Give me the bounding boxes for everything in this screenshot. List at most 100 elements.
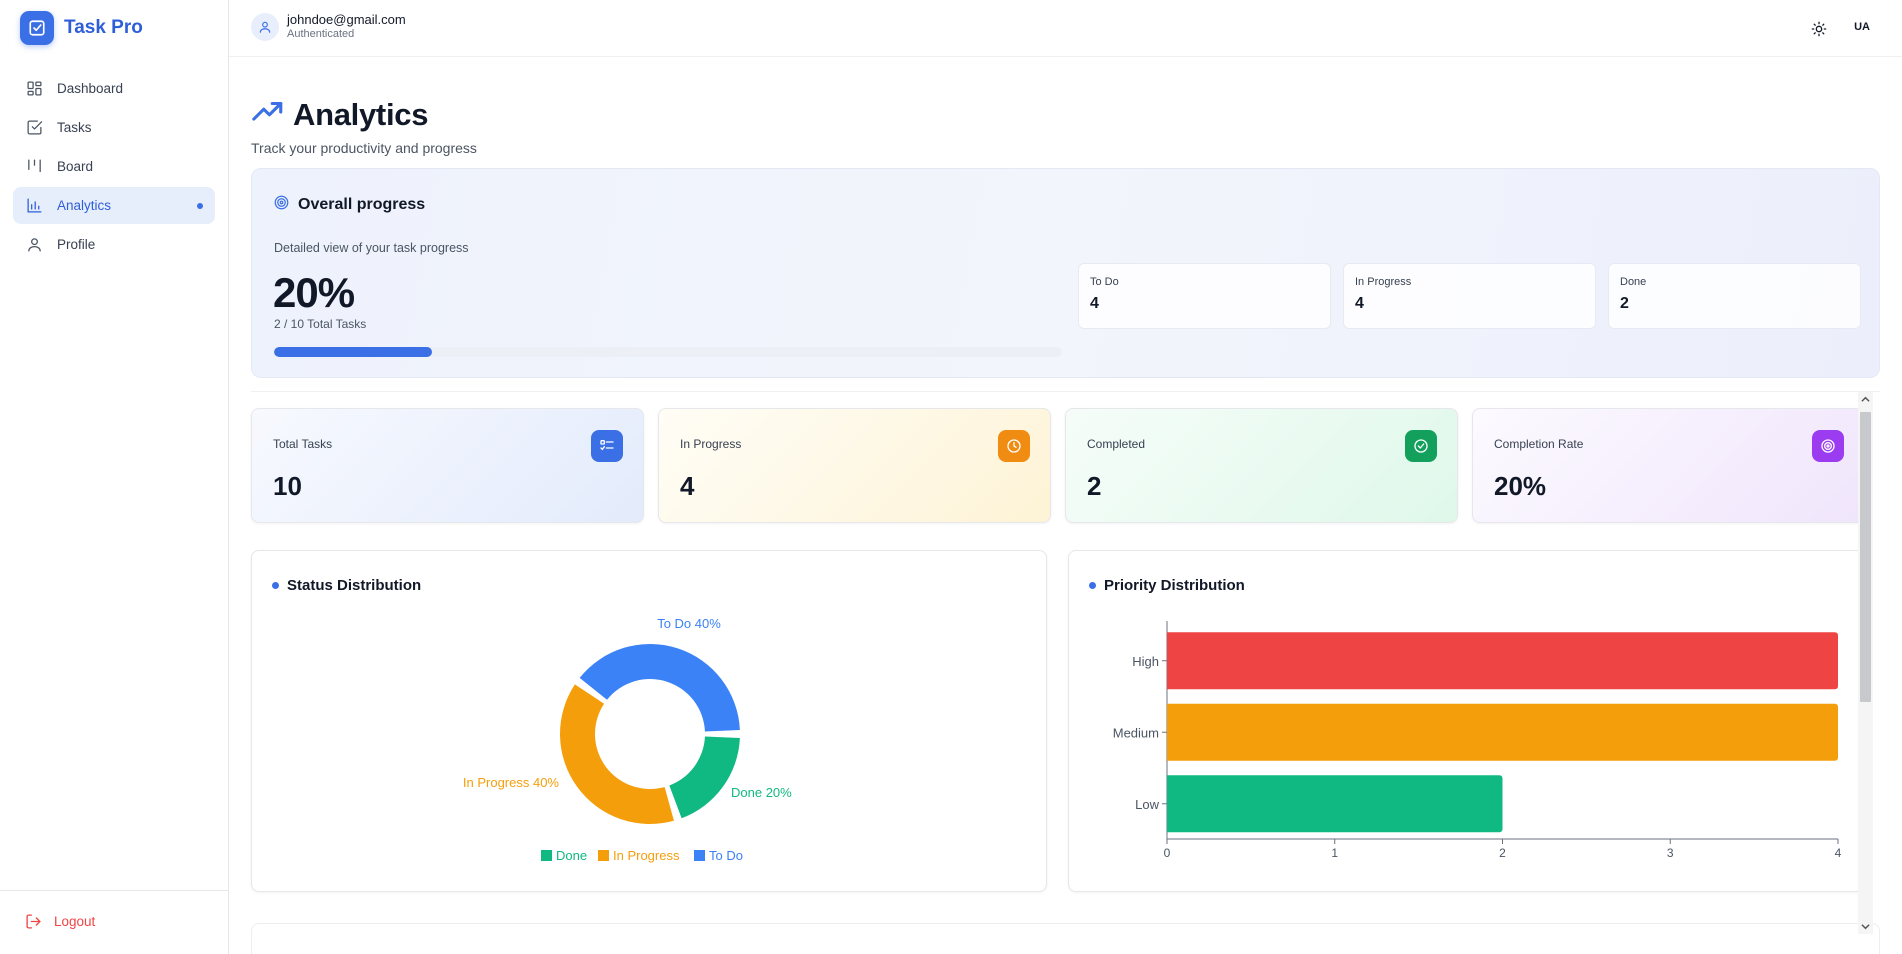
logout-label: Logout — [54, 914, 96, 929]
main-content: Analytics Track your productivity and pr… — [229, 57, 1902, 954]
stat-label: To Do — [1090, 276, 1119, 288]
progress-bar-fill — [274, 347, 432, 357]
title-dot — [272, 582, 279, 589]
stat-todo: To Do 4 — [1078, 263, 1331, 329]
user-email: johndoe@gmail.com — [287, 12, 406, 28]
donut-slice-done[interactable] — [669, 736, 740, 819]
status-donut-chart: Done 20% In Progress 40% To Do 40% Done In P… — [463, 616, 792, 863]
list-icon — [591, 430, 623, 462]
sidebar: Task Pro Dashboard Tasks Board Analytics — [0, 0, 229, 954]
summary-cards: Total Tasks 10 In Progress 4 Completed 2… — [251, 408, 1865, 523]
slice-label: To Do 40% — [657, 616, 721, 631]
bar-medium[interactable] — [1167, 703, 1838, 761]
status-distribution-panel: Status Distribution Done 20% In Progress … — [251, 550, 1047, 892]
analytics-icon — [25, 197, 43, 215]
sun-icon — [1811, 21, 1827, 37]
donut-slice-to-do[interactable] — [579, 643, 740, 732]
stat-in-progress: In Progress 4 — [1343, 263, 1596, 329]
overall-progress-description: Detailed view of your task progress — [274, 241, 469, 255]
target-icon — [1812, 430, 1844, 462]
legend-label[interactable]: To Do — [709, 848, 743, 863]
sidebar-item-label: Profile — [57, 237, 96, 252]
title-dot — [1089, 582, 1096, 589]
panel-title: Status Distribution — [272, 577, 421, 594]
card-label: Completed — [1087, 437, 1146, 451]
clock-icon — [998, 430, 1030, 462]
page-subtitle: Track your productivity and progress — [251, 140, 477, 156]
legend-swatch — [694, 850, 705, 861]
x-tick-label: 4 — [1835, 846, 1842, 860]
legend-label[interactable]: Done — [556, 848, 587, 863]
slice-label: In Progress 40% — [463, 775, 560, 790]
card-label: Total Tasks — [273, 437, 333, 451]
stat-done: Done 2 — [1608, 263, 1861, 329]
y-tick-label: High — [1132, 654, 1159, 669]
x-tick-label: 0 — [1164, 846, 1171, 860]
legend-swatch — [598, 850, 609, 861]
scrollbar-thumb[interactable] — [1860, 412, 1871, 702]
check-circle-icon — [1405, 430, 1437, 462]
bar-high[interactable] — [1167, 632, 1838, 690]
card-label: Completion Rate — [1494, 437, 1584, 451]
donut-slice-in-progress[interactable] — [560, 684, 674, 824]
sidebar-item-dashboard[interactable]: Dashboard — [13, 70, 215, 107]
logout-button[interactable]: Logout — [25, 913, 95, 930]
target-icon — [274, 195, 289, 215]
overall-progress-subtitle: 2 / 10 Total Tasks — [274, 317, 367, 331]
legend-label[interactable]: In Progress — [613, 848, 680, 863]
user-status: Authenticated — [287, 28, 355, 41]
completion-rate-card: Completion Rate 20% — [1472, 408, 1865, 523]
user-icon — [251, 13, 279, 41]
sidebar-footer: Logout — [0, 890, 229, 954]
progress-bar — [274, 347, 1062, 357]
theme-toggle-button[interactable] — [1808, 18, 1830, 40]
sidebar-nav: Dashboard Tasks Board Analytics Profi — [13, 70, 215, 265]
profile-icon — [25, 236, 43, 254]
sidebar-item-profile[interactable]: Profile — [13, 226, 215, 263]
panel-title: Priority Distribution — [1089, 577, 1245, 594]
trending-up-icon — [251, 95, 285, 134]
x-tick-label: 1 — [1331, 846, 1338, 860]
priority-bar-chart: High Medium Low 0 1 2 3 4 — [1113, 621, 1842, 860]
scrollbar[interactable] — [1858, 392, 1873, 934]
sidebar-item-label: Tasks — [57, 120, 92, 135]
in-progress-card: In Progress 4 — [658, 408, 1051, 523]
next-section — [251, 923, 1880, 954]
completed-card: Completed 2 — [1065, 408, 1458, 523]
priority-distribution-panel: Priority Distribution High Medium Low 0 1 2 3 4 — [1068, 550, 1864, 892]
scroll-up-icon[interactable] — [1858, 392, 1873, 407]
language-switch[interactable]: UA — [1854, 21, 1870, 33]
y-tick-label: Medium — [1113, 725, 1159, 740]
sidebar-item-analytics[interactable]: Analytics — [13, 187, 215, 224]
page-header: Analytics Track your productivity and pr… — [251, 95, 477, 157]
card-label: In Progress — [680, 437, 742, 451]
y-tick-label: Low — [1135, 797, 1159, 812]
card-value: 10 — [273, 471, 302, 501]
card-value: 2 — [1087, 471, 1102, 501]
sidebar-item-label: Board — [57, 159, 94, 174]
app-name: Task Pro — [64, 17, 143, 38]
dashboard-icon — [25, 80, 43, 98]
logout-icon — [25, 913, 42, 930]
sidebar-item-board[interactable]: Board — [13, 148, 215, 185]
status-chart-title: Status Distribution — [287, 577, 422, 594]
check-square-icon — [20, 11, 54, 45]
total-tasks-card: Total Tasks 10 — [251, 408, 644, 523]
card-value: 4 — [680, 471, 695, 501]
scroll-down-icon[interactable] — [1858, 919, 1873, 934]
sidebar-item-label: Analytics — [57, 198, 112, 213]
priority-chart-title: Priority Distribution — [1104, 577, 1245, 594]
active-indicator — [197, 203, 203, 209]
brand[interactable]: Task Pro — [20, 11, 143, 45]
sidebar-item-tasks[interactable]: Tasks — [13, 109, 215, 146]
sidebar-item-label: Dashboard — [57, 81, 124, 96]
legend-swatch — [541, 850, 552, 861]
stat-value: 4 — [1355, 295, 1364, 312]
board-icon — [25, 158, 43, 176]
divider — [251, 391, 1880, 392]
user-info[interactable]: johndoe@gmail.com Authenticated — [251, 12, 406, 41]
stat-value: 2 — [1620, 295, 1629, 312]
bar-low[interactable] — [1167, 775, 1503, 833]
stat-value: 4 — [1090, 295, 1099, 312]
stat-label: Done — [1620, 276, 1647, 288]
